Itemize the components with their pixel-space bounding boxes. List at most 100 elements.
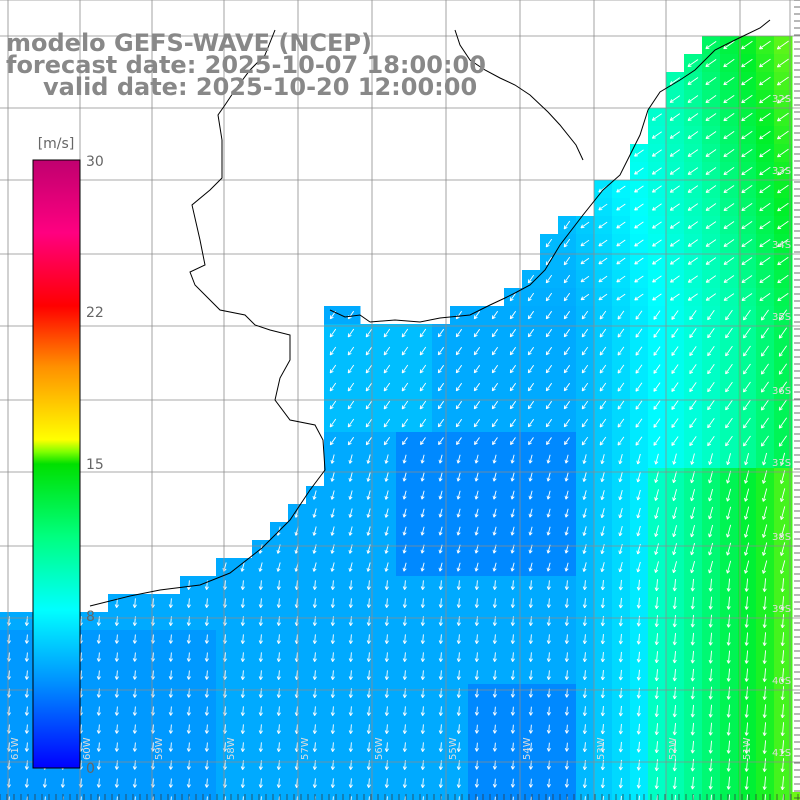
wind-arrow xyxy=(132,724,137,734)
wind-arrow xyxy=(618,777,623,789)
wind-arrow xyxy=(564,742,569,752)
colorbar-tick-max: 30 xyxy=(86,154,104,170)
wind-cell xyxy=(234,792,253,800)
wind-arrow xyxy=(401,382,409,392)
wind-arrow xyxy=(777,94,789,104)
wind-arrow xyxy=(132,706,137,716)
wind-arrow xyxy=(600,526,605,537)
wind-arrow xyxy=(240,598,245,608)
wind-arrow xyxy=(548,796,550,800)
wind-arrow xyxy=(778,363,788,375)
wind-arrow xyxy=(438,778,443,788)
wind-arrow xyxy=(582,670,587,681)
wind-arrow xyxy=(509,418,517,428)
wind-arrow xyxy=(474,706,479,716)
wind-arrow xyxy=(723,40,735,50)
wind-arrow xyxy=(456,742,461,752)
wind-arrow xyxy=(545,364,553,374)
wind-arrow xyxy=(347,400,355,410)
wind-arrow xyxy=(492,562,497,572)
wind-cell xyxy=(360,792,379,800)
wind-arrow xyxy=(762,722,767,736)
wind-arrow xyxy=(672,759,677,772)
wind-arrow xyxy=(510,580,515,590)
wind-arrow xyxy=(330,490,335,500)
wind-arrow xyxy=(741,203,753,212)
wind-arrow xyxy=(780,740,785,755)
wind-arrow xyxy=(687,77,699,85)
wind-arrow xyxy=(8,796,10,800)
wind-arrow xyxy=(654,669,659,682)
wind-arrow xyxy=(312,526,317,536)
wind-arrow xyxy=(654,759,659,772)
wind-arrow xyxy=(600,580,605,591)
colorbar-tick-15: 15 xyxy=(86,457,104,473)
wind-arrow xyxy=(780,758,785,773)
wind-arrow xyxy=(491,382,499,392)
wind-arrow xyxy=(527,418,535,428)
wind-arrow xyxy=(741,293,753,301)
wind-arrow xyxy=(672,687,677,700)
wind-arrow xyxy=(366,454,371,464)
wind-arrow xyxy=(474,490,479,500)
wind-arrow xyxy=(438,508,443,518)
wind-arrow xyxy=(600,472,605,483)
wind-arrow xyxy=(618,561,623,573)
wind-arrow xyxy=(634,185,644,193)
wind-arrow xyxy=(366,580,371,590)
wind-arrow xyxy=(402,706,407,716)
wind-arrow xyxy=(473,382,481,392)
wind-arrow xyxy=(510,652,515,662)
lon-label: 54W xyxy=(522,737,533,760)
wind-arrow xyxy=(240,580,245,590)
wind-arrow xyxy=(636,687,641,699)
wind-arrow xyxy=(582,742,587,753)
wind-arrow xyxy=(778,435,788,447)
wind-arrow xyxy=(365,328,373,338)
wind-arrow xyxy=(366,634,371,644)
wind-arrow xyxy=(777,292,789,302)
wind-cell xyxy=(522,792,541,800)
wind-arrow xyxy=(204,634,209,644)
wind-arrow xyxy=(474,526,479,536)
wind-arrow xyxy=(168,742,173,752)
wind-arrow xyxy=(420,778,425,788)
wind-arrow xyxy=(437,400,445,410)
wind-arrow xyxy=(690,722,695,736)
wind-arrow xyxy=(654,651,659,664)
wind-arrow xyxy=(690,776,695,790)
wind-arrow xyxy=(420,454,425,464)
wind-arrow xyxy=(402,562,407,572)
wind-arrow xyxy=(114,598,119,608)
wind-arrow xyxy=(617,310,625,320)
wind-arrow xyxy=(114,634,119,644)
lon-label: 56W xyxy=(374,737,385,760)
wind-arrow xyxy=(741,148,753,158)
wind-arrow xyxy=(635,346,643,356)
wind-arrow xyxy=(474,508,479,518)
wind-arrow xyxy=(456,652,461,662)
wind-arrow xyxy=(204,670,209,680)
wind-arrow xyxy=(705,131,717,139)
wind-arrow xyxy=(402,437,408,445)
wind-arrow xyxy=(546,670,551,680)
wind-arrow xyxy=(634,293,644,301)
wind-arrow xyxy=(510,742,515,752)
wind-arrow xyxy=(778,345,788,357)
wind-cell xyxy=(396,792,415,800)
wind-arrow xyxy=(492,598,497,608)
wind-arrow xyxy=(365,400,373,410)
wind-arrow xyxy=(636,669,641,681)
wind-arrow xyxy=(332,796,334,800)
wind-arrow xyxy=(419,418,427,428)
wind-arrow xyxy=(582,526,587,536)
wind-arrow xyxy=(726,506,732,520)
wind-arrow xyxy=(456,724,461,734)
wind-arrow xyxy=(492,580,497,590)
wind-arrow xyxy=(654,777,659,790)
wind-arrow xyxy=(580,293,590,301)
wind-arrow xyxy=(383,364,391,374)
lon-label: 52W xyxy=(668,737,679,760)
wind-arrow xyxy=(42,778,47,788)
